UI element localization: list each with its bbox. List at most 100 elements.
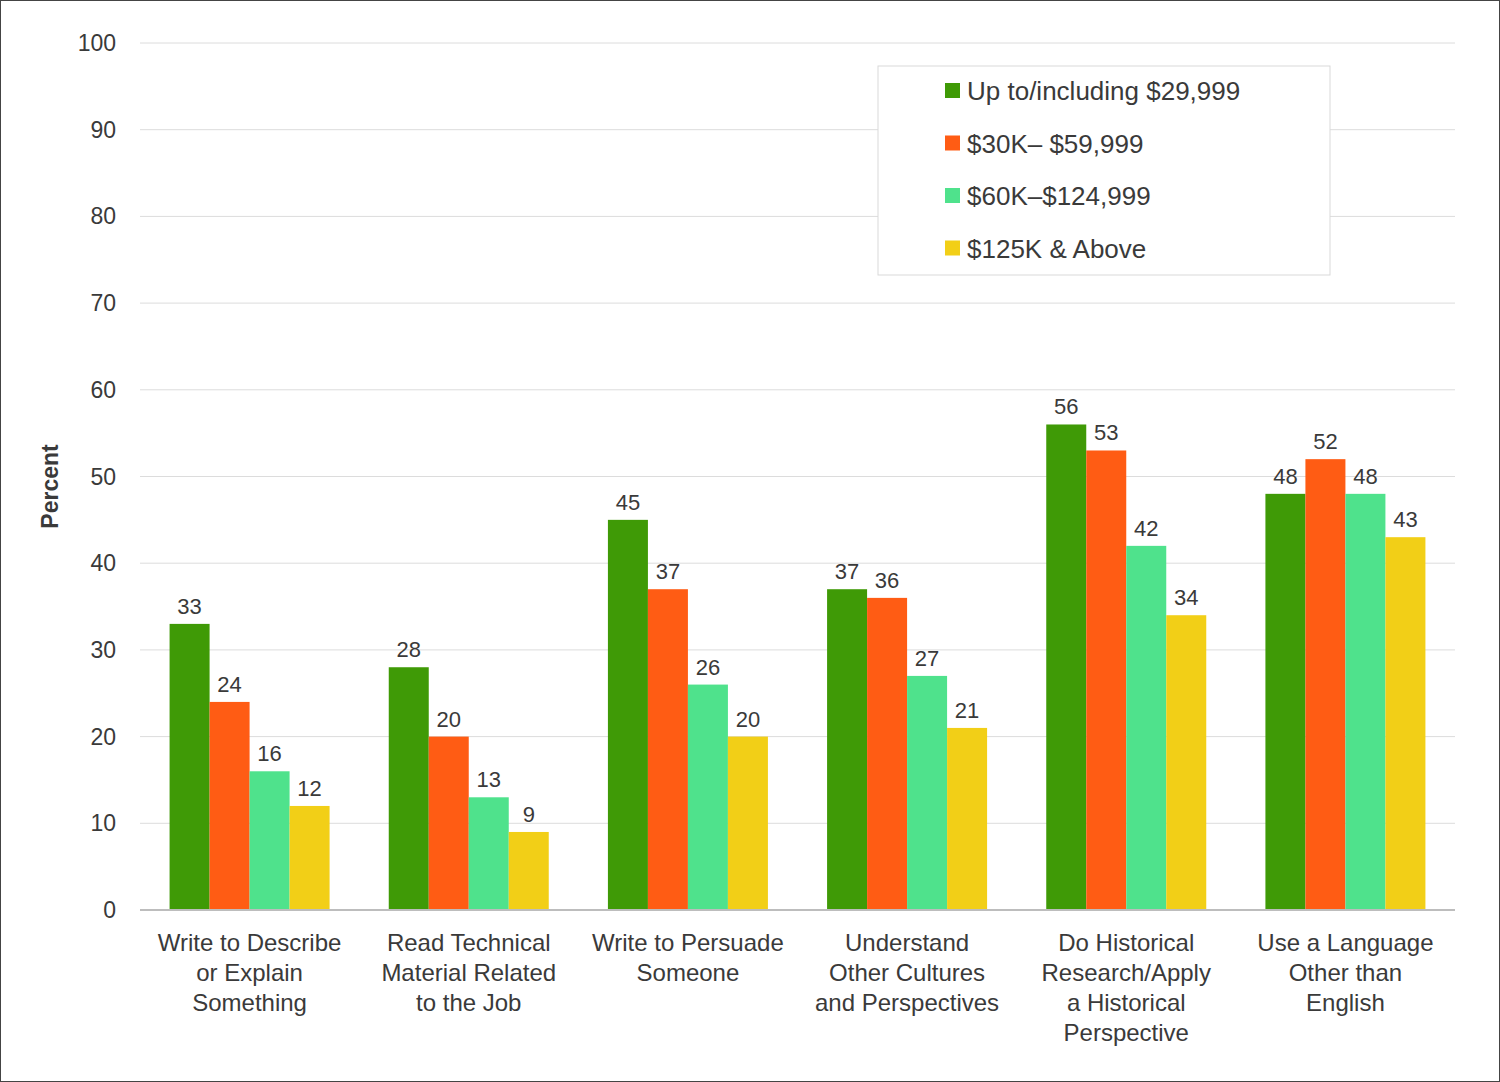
grid — [140, 43, 1455, 910]
x-tick-label-line: to the Job — [416, 989, 521, 1016]
bars — [170, 424, 1426, 910]
x-tick-label-line: Research/Apply — [1042, 959, 1211, 986]
y-tick-label: 70 — [90, 290, 116, 316]
x-tick-label-line: Other than — [1289, 959, 1402, 986]
bar — [907, 676, 947, 910]
data-label: 28 — [397, 637, 421, 662]
legend-swatch — [945, 241, 960, 256]
y-tick-label: 100 — [78, 30, 116, 56]
data-label: 45 — [616, 490, 640, 515]
bar — [688, 685, 728, 910]
y-tick-label: 60 — [90, 377, 116, 403]
x-tick-label: Understand Other Cultures and Perspectives — [815, 929, 999, 1016]
data-label: 36 — [875, 568, 899, 593]
data-label: 48 — [1353, 464, 1377, 489]
data-label: 42 — [1134, 516, 1158, 541]
x-tick-label-line: Use a Language — [1257, 929, 1433, 956]
bar — [728, 737, 768, 910]
legend-label: $30K– $59,999 — [967, 129, 1143, 159]
legend-label: Up to/including $29,999 — [967, 76, 1240, 106]
legend-box — [878, 66, 1330, 275]
data-label: 37 — [835, 559, 859, 584]
data-label: 16 — [257, 741, 281, 766]
bar — [827, 589, 867, 910]
y-axis-label: Percent — [37, 444, 63, 529]
x-tick-label-line: Something — [192, 989, 307, 1016]
bar — [1305, 459, 1345, 910]
x-tick-label-line: English — [1306, 989, 1385, 1016]
legend-label: $60K–$124,999 — [967, 181, 1151, 211]
bar — [170, 624, 210, 910]
bar — [648, 589, 688, 910]
bar — [469, 797, 509, 910]
y-tick-labels: 0 10 20 30 40 50 60 70 80 90 100 — [78, 30, 116, 923]
data-label: 56 — [1054, 394, 1078, 419]
x-tick-label-line: or Explain — [196, 959, 303, 986]
data-label: 37 — [656, 559, 680, 584]
bar — [867, 598, 907, 910]
grid-line — [140, 910, 1455, 911]
bar — [947, 728, 987, 910]
bar — [608, 520, 648, 910]
x-tick-label-line: Other Cultures — [829, 959, 985, 986]
data-label: 33 — [177, 594, 201, 619]
data-label: 52 — [1313, 429, 1337, 454]
bar — [1385, 537, 1425, 910]
x-tick-label-line: and Perspectives — [815, 989, 999, 1016]
x-tick-label-line: Read Technical — [387, 929, 551, 956]
y-tick-label: 50 — [90, 464, 116, 490]
data-label: 20 — [736, 707, 760, 732]
data-label: 20 — [437, 707, 461, 732]
x-tick-label: Write to Describe or Explain Something — [158, 929, 342, 1016]
x-tick-label-line: a Historical — [1067, 989, 1186, 1016]
bar — [1345, 494, 1385, 910]
data-label: 27 — [915, 646, 939, 671]
data-label: 48 — [1273, 464, 1297, 489]
background — [0, 0, 1500, 1082]
x-tick-label-line: Perspective — [1064, 1019, 1189, 1046]
x-tick-label: Write to PersuadeSomeone — [592, 929, 784, 986]
bar — [1046, 424, 1086, 910]
y-tick-label: 10 — [90, 810, 116, 836]
data-label: 34 — [1174, 585, 1198, 610]
bar — [210, 702, 250, 910]
data-label: 26 — [696, 655, 720, 680]
chart: 0 10 20 30 40 50 60 70 80 90 100 Percent 33 28 45 37 56 4… — [0, 0, 1500, 1082]
data-label: 43 — [1393, 507, 1417, 532]
y-tick-label: 80 — [90, 203, 116, 229]
bar — [509, 832, 549, 910]
x-tick-label-line: Write to Describe — [158, 929, 342, 956]
y-tick-label: 90 — [90, 117, 116, 143]
grid-line — [140, 649, 1455, 650]
bar — [389, 667, 429, 910]
data-label: 9 — [523, 802, 535, 827]
bar — [429, 737, 469, 910]
x-tick-label: Do Historical Research/Apply a Historical P… — [1042, 929, 1211, 1046]
grid-line — [140, 823, 1455, 824]
y-tick-label: 30 — [90, 637, 116, 663]
legend-swatch — [945, 136, 960, 151]
data-label: 13 — [477, 767, 501, 792]
grid-line — [140, 303, 1455, 304]
legend-swatch — [945, 83, 960, 98]
data-label: 21 — [955, 698, 979, 723]
grid-line — [140, 476, 1455, 477]
grid-line — [140, 389, 1455, 390]
x-tick-label: Use a Language Other than English — [1257, 929, 1433, 1016]
x-tick-label-line: Understand — [845, 929, 969, 956]
legend-label: $125K & Above — [967, 234, 1146, 264]
data-label: 53 — [1094, 420, 1118, 445]
x-tick-labels: Write to Describe or Explain Something Read… — [158, 929, 1434, 1046]
data-label: 24 — [217, 672, 241, 697]
frame — [1, 1, 1500, 1082]
bar — [1265, 494, 1305, 910]
x-tick-label-line: Do Historical — [1058, 929, 1194, 956]
y-tick-label: 20 — [90, 724, 116, 750]
grid-line — [140, 563, 1455, 564]
bar — [1166, 615, 1206, 910]
x-tick-label: Read TechnicalMaterial Relatedto the Job — [381, 929, 556, 1016]
data-label: 12 — [297, 776, 321, 801]
y-tick-label: 40 — [90, 550, 116, 576]
y-tick-label: 0 — [103, 897, 116, 923]
grid-line — [140, 43, 1455, 44]
